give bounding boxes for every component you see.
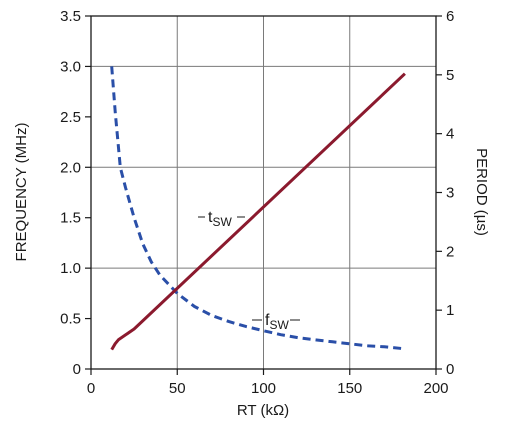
tsw-curve-label: tSW <box>208 209 232 229</box>
series-layer <box>110 66 406 351</box>
ticks <box>85 15 442 375</box>
series-tsw-line <box>110 72 406 351</box>
curve-labels: tSW fSW <box>198 209 300 332</box>
y-right-tick-label: 3 <box>446 185 454 202</box>
grid <box>91 16 436 369</box>
y-right-tick-label: 0 <box>446 361 454 378</box>
x-tick-label: 0 <box>87 380 95 397</box>
y-left-tick-label: 2.5 <box>60 109 81 126</box>
y-right-tick-label: 1 <box>446 302 454 319</box>
y-left-tick-label: 2.0 <box>60 159 81 176</box>
x-tick-label: 150 <box>337 380 362 397</box>
y-right-tick-label: 4 <box>446 126 454 143</box>
series-fsw-line <box>110 66 406 351</box>
fsw-label-sub: SW <box>269 318 289 332</box>
y-right-tick-label: 2 <box>446 243 454 260</box>
y-left-tick-label: 0 <box>73 361 81 378</box>
y-right-tick-label: 5 <box>446 67 454 84</box>
tsw-label-main: t <box>208 209 213 226</box>
y-right-tick-label: 6 <box>446 8 454 25</box>
tick-labels: 0 50 100 150 200 0 0.5 1.0 1.5 2.0 2.5 3.0 3.5 0 1 2 3 4 5… <box>60 8 454 397</box>
y-axis-title-right: PERIOD (µs) <box>473 148 490 236</box>
x-axis-title: RT (kΩ) <box>237 402 289 419</box>
x-tick-label: 200 <box>423 380 448 397</box>
y-axis-title-left: FREQUENCY (MHz) <box>13 123 30 262</box>
y-left-tick-label: 3.0 <box>60 58 81 75</box>
fsw-curve-label: fSW <box>265 312 289 332</box>
tsw-label-sub: SW <box>212 215 232 229</box>
y-left-tick-label: 0.5 <box>60 311 81 328</box>
y-left-tick-label: 3.5 <box>60 8 81 25</box>
y-left-tick-label: 1.5 <box>60 210 81 227</box>
x-tick-label: 100 <box>251 380 276 397</box>
fsw-label-main: f <box>265 312 270 329</box>
y-left-tick-label: 1.0 <box>60 260 81 277</box>
x-tick-label: 50 <box>169 380 186 397</box>
